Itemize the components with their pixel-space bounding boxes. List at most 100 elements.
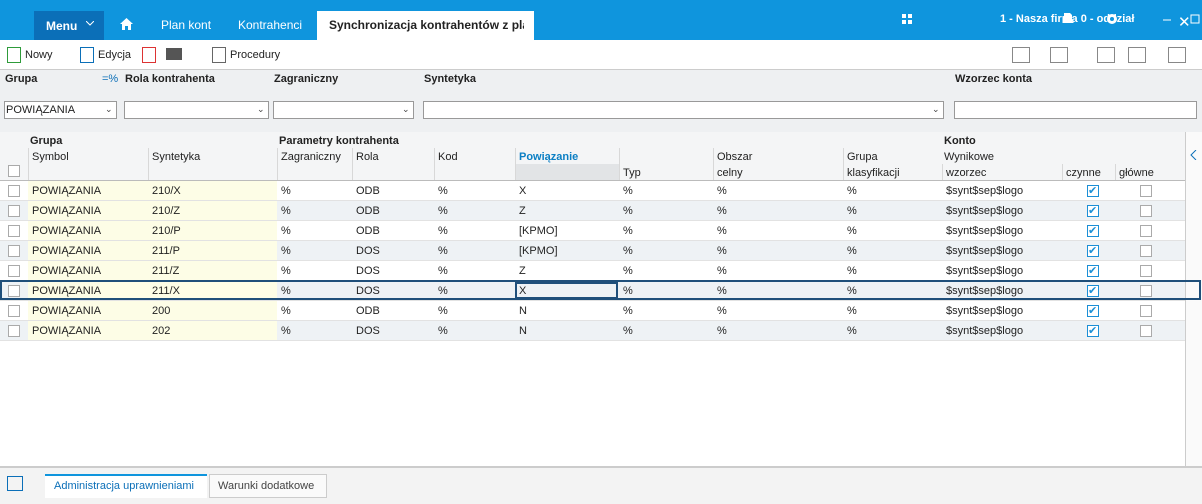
dropdown-caret[interactable]: ⌄ xyxy=(257,104,265,114)
checkbox[interactable] xyxy=(1140,305,1152,317)
table-cell[interactable]: 200 xyxy=(152,305,171,317)
column-header[interactable]: Typ xyxy=(623,167,641,179)
table-cell[interactable]: POWIĄZANIA xyxy=(32,225,102,237)
nav-tab[interactable]: Kontrahenci xyxy=(238,18,303,32)
table-cell[interactable]: DOS xyxy=(356,325,380,337)
table-cell[interactable]: 210/Z xyxy=(152,205,181,217)
column-header[interactable]: główne xyxy=(1119,167,1154,179)
table-cell[interactable]: % xyxy=(281,265,291,277)
table-cell[interactable]: 210/P xyxy=(152,225,181,237)
table-cell[interactable]: $synt$sep$logo xyxy=(946,185,1024,197)
table-cell[interactable]: % xyxy=(281,185,291,197)
table-cell[interactable]: % xyxy=(717,245,727,257)
table-cell[interactable]: Z xyxy=(519,265,526,277)
table-cell[interactable]: DOS xyxy=(356,265,380,277)
filter-select[interactable] xyxy=(954,101,1197,119)
table-cell[interactable]: % xyxy=(281,305,291,317)
column-header[interactable]: Obszar xyxy=(717,151,753,163)
table-cell[interactable]: % xyxy=(281,225,291,237)
table-cell[interactable]: % xyxy=(438,305,448,317)
row-checkbox[interactable] xyxy=(8,245,20,257)
table-cell[interactable]: % xyxy=(623,325,633,337)
toolbar-icon[interactable] xyxy=(166,48,182,60)
toolbar-button[interactable]: Nowy xyxy=(25,49,53,61)
column-header[interactable]: Powiązanie xyxy=(519,151,579,163)
table-cell[interactable]: $synt$sep$logo xyxy=(946,225,1024,237)
table-cell[interactable]: % xyxy=(847,225,857,237)
active-tab[interactable] xyxy=(317,11,534,40)
table-cell[interactable]: $synt$sep$logo xyxy=(946,325,1024,337)
table-cell[interactable]: POWIĄZANIA xyxy=(32,185,102,197)
checkbox-checked[interactable]: ✔ xyxy=(1087,245,1099,257)
row-checkbox[interactable] xyxy=(8,225,20,237)
column-header[interactable]: wzorzec xyxy=(946,167,987,179)
table-cell[interactable]: % xyxy=(623,285,633,297)
table-cell[interactable]: % xyxy=(717,325,727,337)
table-cell[interactable]: % xyxy=(717,285,727,297)
table-cell[interactable]: % xyxy=(438,325,448,337)
table-cell[interactable]: % xyxy=(623,305,633,317)
table-cell[interactable]: % xyxy=(281,205,291,217)
toolbar-icon[interactable] xyxy=(1050,47,1068,63)
table-cell[interactable]: % xyxy=(623,205,633,217)
footer-tab[interactable] xyxy=(209,474,327,498)
table-cell[interactable]: ODB xyxy=(356,205,380,217)
checkbox-checked[interactable]: ✔ xyxy=(1087,325,1099,337)
table-cell[interactable]: % xyxy=(623,185,633,197)
checkbox[interactable] xyxy=(1140,205,1152,217)
footer-icon[interactable] xyxy=(7,476,23,491)
dropdown-caret[interactable]: ⌄ xyxy=(402,104,410,114)
table-cell[interactable]: 211/P xyxy=(152,245,180,257)
toolbar-icon[interactable] xyxy=(142,47,156,63)
table-cell[interactable]: % xyxy=(438,285,448,297)
checkbox-checked[interactable]: ✔ xyxy=(1087,185,1099,197)
toolbar-button[interactable]: Procedury xyxy=(230,49,281,61)
table-cell[interactable]: % xyxy=(717,225,727,237)
row-checkbox[interactable] xyxy=(8,205,20,217)
table-cell[interactable]: 211/X xyxy=(152,285,180,297)
side-toggle[interactable] xyxy=(1190,150,1198,160)
toolbar-icon[interactable] xyxy=(1128,47,1146,63)
home-icon[interactable] xyxy=(120,18,133,30)
table-cell[interactable]: % xyxy=(623,245,633,257)
table-cell[interactable]: % xyxy=(623,265,633,277)
column-header[interactable]: Symbol xyxy=(32,151,69,163)
table-cell[interactable]: POWIĄZANIA xyxy=(32,285,102,297)
table-cell[interactable]: POWIĄZANIA xyxy=(32,205,102,217)
table-cell[interactable]: % xyxy=(623,225,633,237)
checkbox[interactable] xyxy=(1140,325,1152,337)
table-cell[interactable]: ODB xyxy=(356,305,380,317)
table-cell[interactable]: $synt$sep$logo xyxy=(946,305,1024,317)
table-cell[interactable]: % xyxy=(281,325,291,337)
checkbox-checked[interactable]: ✔ xyxy=(1087,205,1099,217)
column-header[interactable]: Zagraniczny xyxy=(281,151,341,163)
table-cell[interactable]: POWIĄZANIA xyxy=(32,305,102,317)
column-header[interactable]: Rola xyxy=(356,151,379,163)
table-cell[interactable]: ODB xyxy=(356,225,380,237)
toolbar-button[interactable]: Edycja xyxy=(98,49,132,61)
table-cell[interactable]: X xyxy=(519,285,527,297)
table-cell[interactable]: % xyxy=(847,205,857,217)
table-cell[interactable]: % xyxy=(847,185,857,197)
table-cell[interactable]: % xyxy=(281,285,291,297)
table-cell[interactable]: % xyxy=(847,265,857,277)
footer-tab-label[interactable]: Administracja uprawnieniami xyxy=(54,480,195,492)
table-cell[interactable]: 211/Z xyxy=(152,265,180,277)
checkbox-checked[interactable]: ✔ xyxy=(1087,265,1099,277)
footer-tab-label[interactable]: Warunki dodatkowe xyxy=(218,480,315,492)
menu-label[interactable]: Menu xyxy=(46,19,78,33)
close-button[interactable]: ✕ xyxy=(1178,14,1191,31)
filter-select[interactable] xyxy=(124,101,269,119)
table-cell[interactable]: X xyxy=(519,185,527,197)
table-cell[interactable]: [KPMO] xyxy=(519,225,558,237)
toolbar-icon[interactable] xyxy=(1168,47,1186,63)
filter-operator[interactable]: =% xyxy=(102,73,119,85)
table-cell[interactable]: % xyxy=(438,185,448,197)
table-cell[interactable]: % xyxy=(717,185,727,197)
filter-select[interactable] xyxy=(273,101,414,119)
table-cell[interactable]: $synt$sep$logo xyxy=(946,265,1024,277)
table-cell[interactable]: $synt$sep$logo xyxy=(946,245,1024,257)
menu-button[interactable] xyxy=(34,11,104,40)
row-checkbox[interactable] xyxy=(8,325,20,337)
row-checkbox[interactable] xyxy=(8,265,20,277)
